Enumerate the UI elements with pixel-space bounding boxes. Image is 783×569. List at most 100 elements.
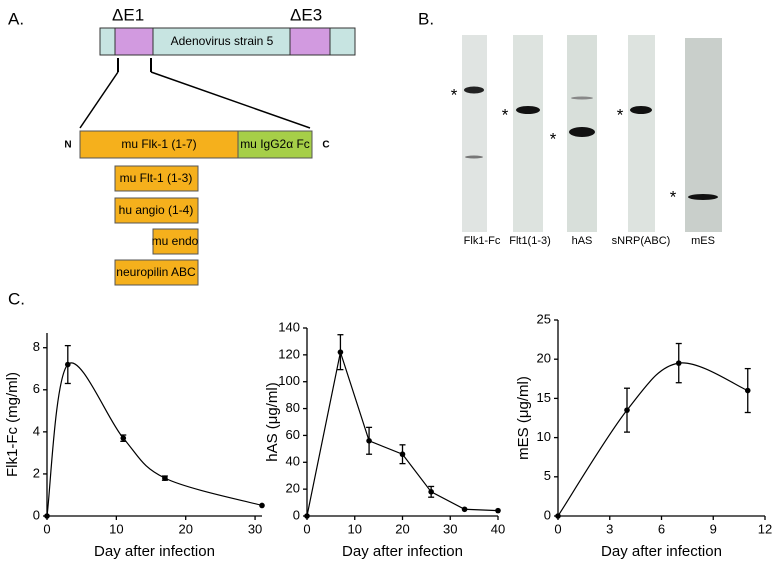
panel-label: C.	[8, 289, 25, 308]
band	[465, 155, 483, 159]
gel-lane	[462, 35, 487, 232]
y-tick-label: 2	[33, 465, 40, 480]
terminus: N	[64, 140, 71, 151]
lane-label: sNRP(ABC)	[612, 235, 671, 247]
y-tick-label: 0	[33, 507, 40, 522]
y-tick-label: 25	[537, 311, 551, 326]
y-tick-label: 120	[278, 346, 300, 361]
data-point	[120, 435, 127, 441]
data-point	[65, 361, 71, 368]
data-point	[675, 360, 682, 366]
x-tick-label: 20	[178, 521, 192, 536]
lane-label: hAS	[572, 235, 593, 247]
y-tick-label: 4	[33, 423, 40, 438]
construct-box	[79, 130, 239, 159]
construct-box	[114, 259, 199, 286]
band	[464, 86, 484, 94]
gel-lane	[513, 35, 543, 232]
lane-label: Flk1-Fc	[464, 235, 501, 247]
data-point	[495, 507, 501, 514]
connector	[79, 71, 119, 129]
y-tick-label: 15	[537, 390, 551, 405]
data-point	[461, 506, 468, 513]
x-tick-label: 12	[758, 521, 772, 536]
data-point	[399, 451, 406, 458]
gel-lane	[628, 35, 655, 232]
band	[516, 106, 540, 114]
y-tick-label: 0	[293, 507, 300, 522]
band-marker: *	[451, 85, 458, 104]
construct-label: mu endo	[152, 234, 199, 248]
data-point	[555, 513, 561, 519]
y-tick-label: 10	[537, 429, 551, 444]
data-point	[337, 349, 344, 355]
x-tick-label: 10	[109, 521, 123, 536]
connector	[150, 71, 311, 129]
x-tick-label: 0	[43, 521, 50, 536]
band-marker: *	[502, 105, 509, 124]
vector-label: Adenovirus strain 5	[171, 34, 274, 48]
y-tick-label: 40	[286, 454, 300, 469]
line	[306, 349, 499, 517]
band-marker: *	[617, 105, 624, 124]
band	[630, 106, 652, 114]
x-tick-label: 30	[443, 521, 457, 536]
band-marker: *	[550, 129, 557, 148]
y-tick-label: 5	[544, 468, 551, 483]
y-tick-label: 20	[537, 351, 551, 366]
y-axis-label: hAS (μg/ml)	[264, 382, 281, 462]
deletion-label: ΔE1	[112, 5, 144, 24]
deletion-region	[289, 27, 331, 56]
y-tick-label: 20	[286, 481, 300, 496]
x-tick-label: 0	[554, 521, 561, 536]
data-point	[744, 387, 751, 394]
panel-label: B.	[418, 9, 434, 28]
x-tick-label: 20	[395, 521, 409, 536]
construct-label: mu Flt-1 (1-3)	[120, 171, 193, 185]
construct-label: mu IgG2α Fc	[240, 137, 310, 151]
line	[46, 362, 263, 517]
x-tick-label: 3	[606, 521, 613, 536]
band	[688, 194, 718, 200]
y-axis-label: Flk1-Fc (mg/ml)	[4, 372, 21, 477]
band-marker: *	[670, 187, 677, 206]
construct-box	[152, 228, 199, 255]
y-tick-label: 8	[33, 339, 40, 354]
x-axis-label: Day after infection	[94, 543, 215, 560]
panel-label: A.	[8, 9, 24, 28]
terminus: C	[322, 140, 329, 151]
band	[571, 96, 593, 100]
x-tick-label: 10	[348, 521, 362, 536]
y-tick-label: 6	[33, 381, 40, 396]
y-tick-label: 60	[286, 427, 300, 442]
x-tick-label: 30	[248, 521, 262, 536]
x-tick-label: 0	[303, 521, 310, 536]
gel-lane	[685, 38, 722, 232]
construct-label: mu Flk-1 (1-7)	[121, 137, 196, 151]
y-axis-label: mES (μg/ml)	[515, 376, 532, 460]
lane-label: mES	[691, 235, 715, 247]
construct-label: neuropilin ABC	[116, 265, 196, 279]
x-axis-label: Day after infection	[342, 543, 463, 560]
data-point	[304, 513, 310, 519]
construct-label: hu angio (1-4)	[119, 203, 194, 217]
data-point	[624, 407, 630, 413]
data-point	[428, 489, 434, 495]
y-tick-label: 0	[544, 507, 551, 522]
lane-label: Flt1(1-3)	[509, 235, 551, 247]
construct-box	[114, 165, 199, 192]
deletion-label: ΔE3	[290, 5, 322, 24]
construct-box	[237, 130, 313, 159]
y-tick-label: 100	[278, 373, 300, 388]
line	[557, 362, 748, 517]
data-point	[44, 513, 50, 519]
band	[569, 127, 595, 137]
y-tick-label: 140	[278, 319, 300, 334]
data-point	[259, 502, 265, 509]
construct-box	[114, 197, 199, 224]
x-tick-label: 6	[658, 521, 665, 536]
y-tick-label: 80	[286, 400, 300, 415]
data-point	[162, 475, 168, 481]
